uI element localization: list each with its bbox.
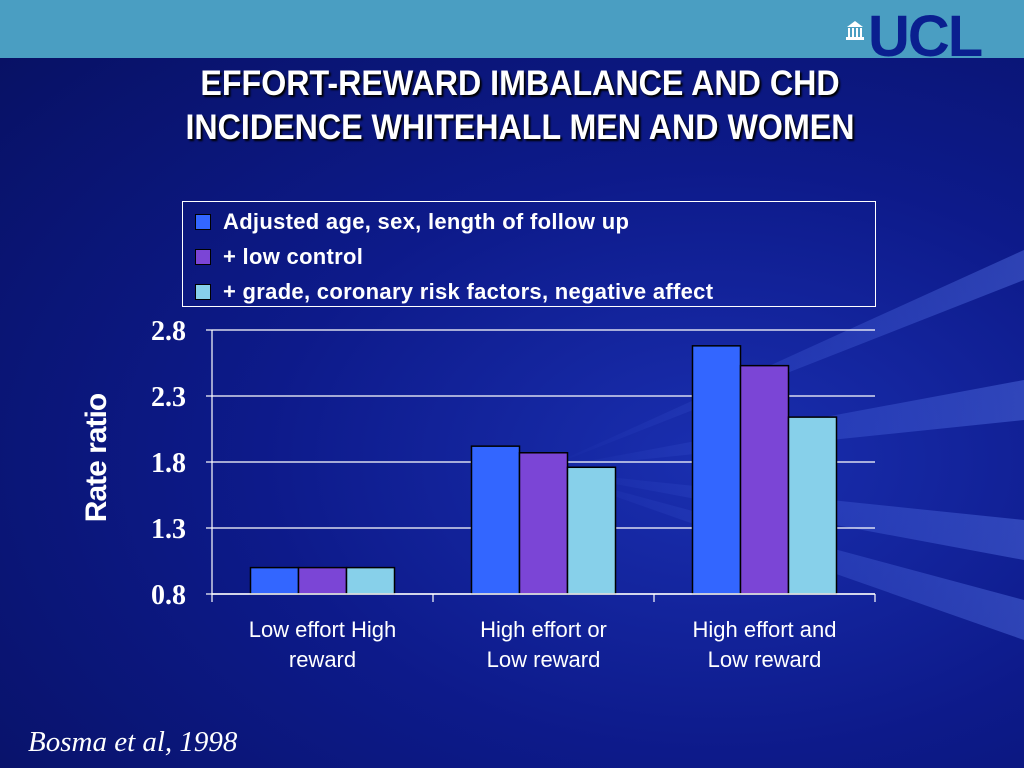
y-tick-label: 2.3 — [151, 382, 186, 413]
x-tick-label: Low effort High — [249, 617, 397, 642]
x-tick-label: High effort and — [693, 617, 837, 642]
y-tick-label: 2.8 — [151, 316, 186, 347]
legend-swatch-series-1 — [195, 214, 211, 230]
legend-label-series-1: Adjusted age, sex, length of follow up — [223, 209, 630, 234]
legend-swatch-series-3 — [195, 284, 211, 300]
bar-series-1-cat-1 — [249, 566, 300, 595]
legend-item-series-2: + low control — [195, 242, 363, 272]
legend-item-series-1: Adjusted age, sex, length of follow up — [195, 207, 629, 237]
title-line-2: INCIDENCE WHITEHALL MEN AND WOMEN — [185, 108, 855, 147]
bar-series-1-cat-3 — [691, 345, 742, 595]
x-tick-label: High effort or — [480, 617, 607, 642]
bar-series-2-cat-2 — [518, 452, 569, 595]
y-tick-label: 1.8 — [151, 448, 186, 479]
title-line-1: EFFORT-REWARD IMBALANCE AND CHD — [200, 64, 840, 103]
chart-legend: Adjusted age, sex, length of follow up +… — [182, 201, 876, 307]
legend-label-series-2: + low control — [223, 244, 364, 269]
bar-series-3-cat-3 — [787, 416, 838, 595]
x-tick-label: Low reward — [487, 647, 601, 672]
legend-swatch-series-2 — [195, 249, 211, 265]
citation: Bosma et al, 1998 — [28, 726, 238, 758]
y-tick-label: 0.8 — [151, 580, 186, 611]
logo-text: UCL — [868, 4, 983, 69]
bar-series-2-cat-1 — [297, 566, 348, 595]
legend-label-series-3: + grade, coronary risk factors, negative… — [223, 279, 714, 304]
bar-series-2-cat-3 — [739, 364, 790, 595]
slide-title: EFFORT-REWARD IMBALANCE AND CHD INCIDENC… — [97, 62, 943, 150]
portico-icon — [846, 21, 864, 40]
bar-series-3-cat-2 — [566, 466, 617, 595]
x-tick-label: reward — [289, 647, 356, 672]
x-tick-label: Low reward — [708, 647, 822, 672]
bar-series-1-cat-2 — [470, 445, 521, 595]
bar-series-3-cat-1 — [345, 566, 396, 595]
legend-item-series-3: + grade, coronary risk factors, negative… — [195, 277, 713, 307]
ucl-logo: UCL — [842, 8, 1012, 66]
y-tick-label: 1.3 — [151, 514, 186, 545]
